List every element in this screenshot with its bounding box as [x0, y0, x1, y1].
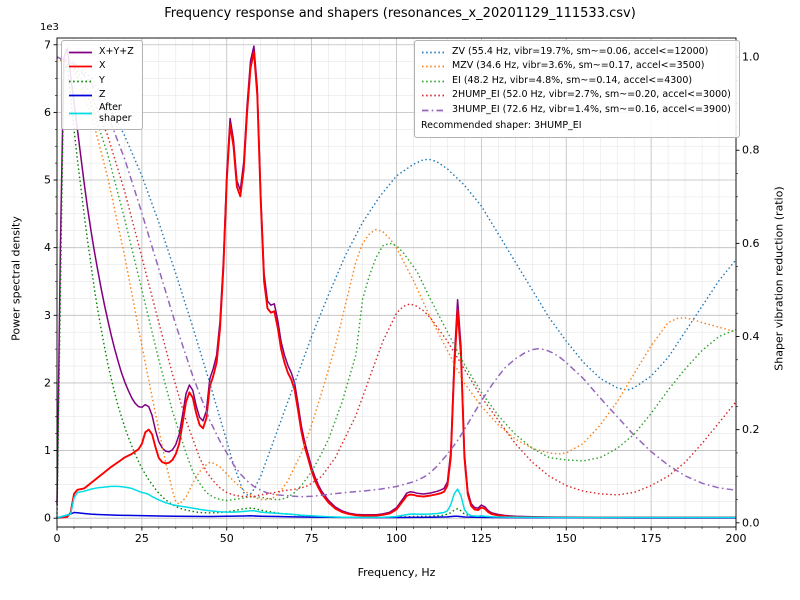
x-tick-label: 0 [54, 532, 61, 545]
y-right-tick-label: 0.6 [742, 237, 760, 250]
legend-line-sample [422, 80, 445, 83]
legend-item-after: After shaper [68, 102, 134, 125]
x-tick-label: 125 [471, 532, 492, 545]
legend-label: 2HUMP_EI (52.0 Hz, vibr=2.7%, sm~=0.20, … [452, 89, 731, 101]
legend-item-zv: ZV (55.4 Hz, vibr=19.7%, sm~=0.06, accel… [421, 45, 731, 60]
series-3hump_ei [56, 56, 737, 498]
y-right-tick-label: 0.4 [742, 330, 760, 343]
x-tick-label: 25 [135, 532, 149, 545]
y-right-tick-label: 0.8 [742, 144, 760, 157]
y-right-tick-label: 0.0 [742, 516, 760, 529]
recommended-shaper-note: Recommended shaper: 3HUMP_EI [421, 119, 582, 131]
y-right-tick-label: 1.0 [742, 51, 760, 64]
legend-item-mzv: MZV (34.6 Hz, vibr=3.6%, sm~=0.17, accel… [421, 60, 731, 75]
legend-shapers: ZV (55.4 Hz, vibr=19.7%, sm~=0.06, accel… [414, 40, 740, 138]
legend-label: EI (48.2 Hz, vibr=4.8%, sm~=0.14, accel<… [452, 74, 693, 86]
legend-line-sample [422, 65, 445, 68]
legend-item-3hump_ei: 3HUMP_EI (72.6 Hz, vibr=1.4%, sm~=0.16, … [421, 103, 731, 118]
x-tick-label: 75 [305, 532, 319, 545]
x-tick-label: 200 [726, 532, 747, 545]
legend-label: After shaper [99, 102, 132, 124]
y-left-tick-label: 1 [44, 444, 51, 457]
y-axis-label-right: Shaper vibration reduction (ratio) [772, 186, 786, 371]
legend-item-xyz: X+Y+Z [68, 45, 134, 60]
y-left-tick-label: 3 [44, 309, 51, 322]
legend-item-ei: EI (48.2 Hz, vibr=4.8%, sm~=0.14, accel<… [421, 74, 731, 89]
legend-item-x: X [68, 60, 134, 75]
legend-line-sample [69, 65, 92, 68]
legend-item-z: Z [68, 89, 134, 104]
legend-label: X [99, 60, 106, 72]
x-tick-label: 50 [220, 532, 234, 545]
legend-line-sample [422, 51, 445, 54]
legend-label: MZV (34.6 Hz, vibr=3.6%, sm~=0.17, accel… [452, 60, 705, 72]
chart-title: Frequency response and shapers (resonanc… [164, 6, 636, 21]
y-left-tick-label: 2 [44, 376, 51, 389]
y-left-tick-label: 4 [44, 241, 51, 254]
legend-label: Y [99, 74, 105, 86]
y-left-tick-label: 7 [44, 38, 51, 51]
series-x [56, 50, 736, 519]
legend-line-sample [69, 113, 92, 115]
y-left-tick-label: 5 [44, 174, 51, 187]
y-left-tick-label: 0 [44, 512, 51, 525]
x-tick-label: 175 [641, 532, 662, 545]
y-axis-label-left: Power spectral density [9, 216, 23, 341]
legend-item-2hump_ei: 2HUMP_EI (52.0 Hz, vibr=2.7%, sm~=0.20, … [421, 89, 731, 104]
y-axis-multiplier: 1e3 [40, 22, 59, 33]
legend-line-sample [422, 94, 445, 97]
legend-line-sample [69, 80, 92, 83]
y-left-tick-label: 6 [44, 106, 51, 119]
legend-label: X+Y+Z [99, 45, 134, 57]
legend-label: 3HUMP_EI (72.6 Hz, vibr=1.4%, sm~=0.16, … [452, 103, 731, 115]
x-tick-label: 100 [386, 532, 407, 545]
legend-line-sample [422, 109, 445, 112]
series-z [56, 511, 736, 519]
legend-label: ZV (55.4 Hz, vibr=19.7%, sm~=0.06, accel… [452, 45, 709, 57]
legend-label: Z [99, 89, 106, 101]
x-axis-label: Frequency, Hz [357, 566, 436, 579]
legend-item-y: Y [68, 74, 134, 89]
legend-line-sample [69, 94, 92, 97]
series-after [56, 485, 736, 519]
series-y [56, 64, 736, 519]
legend-psd: X+Y+Z X Y Z After shaper [61, 40, 143, 130]
legend-line-sample [69, 51, 92, 54]
x-tick-label: 150 [556, 532, 577, 545]
y-right-tick-label: 0.2 [742, 423, 760, 436]
